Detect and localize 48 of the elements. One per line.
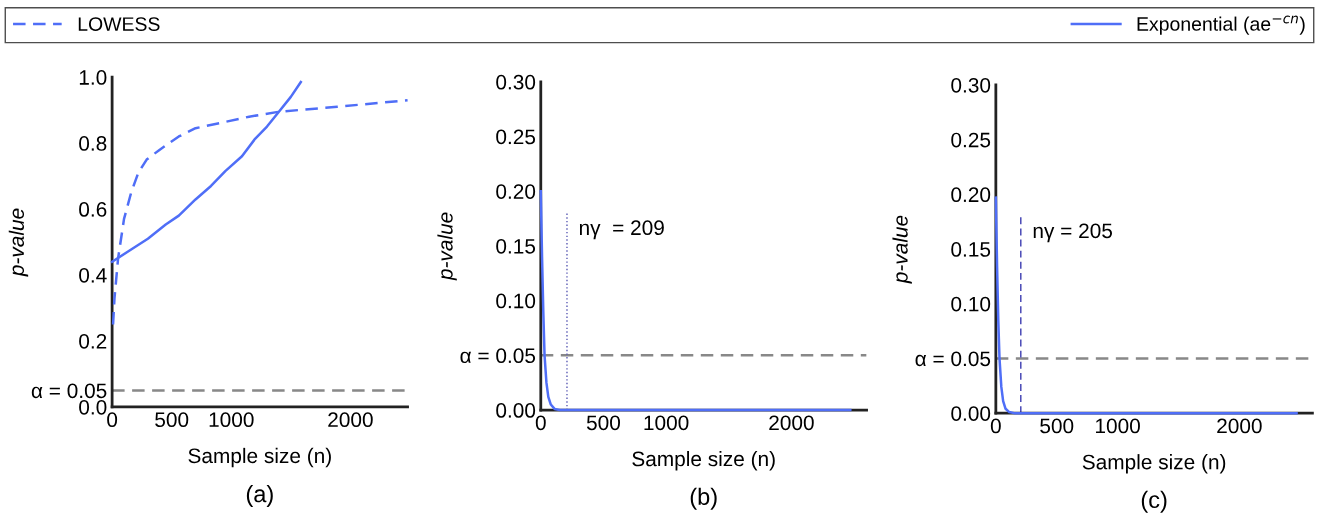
y-tick-label: 0.15 [951, 242, 991, 257]
y-tick-label: 0.30 [496, 74, 536, 90]
line-series [994, 196, 1298, 415]
x-tick-label: 1000 [1096, 418, 1140, 434]
legend-label: Exponential (ae$^{−cn}$) [1137, 15, 1305, 35]
x-axis-title: Sample size (n) [188, 447, 331, 468]
y-tick-label: 1.0 [79, 70, 107, 85]
x-tick-label: 0 [535, 415, 546, 431]
line-series [539, 189, 852, 412]
text: (a) [246, 484, 273, 507]
x-tick-label: 500 [155, 412, 189, 428]
x-axis-title: Sample size (n) [632, 450, 775, 471]
y-tick-label: 0.2 [79, 333, 107, 349]
y-tick-label: 0.8 [79, 136, 107, 151]
y-tick-label: α = 0.05 [31, 383, 107, 399]
y-axis-title: p-value [437, 212, 457, 281]
y-tick-label: 0.0 [79, 399, 107, 415]
y-tick-label: 0.20 [951, 187, 991, 203]
x-tick-label: 2000 [769, 415, 814, 431]
y-tick-label: 0.25 [496, 129, 536, 145]
x-tick-label: 1000 [209, 412, 254, 428]
text: (b) [690, 487, 717, 510]
y-tick-label: 0.4 [79, 267, 107, 283]
x-tick-label: 1000 [644, 415, 689, 431]
y-tick-label: 0.10 [951, 296, 991, 312]
y-tick-label: 0.10 [496, 293, 536, 309]
x-axis-title: Sample size (n) [1082, 454, 1226, 474]
y-tick-label: 0.6 [79, 202, 107, 217]
text: (c) [1141, 490, 1167, 513]
y-axis-title: p-value [8, 208, 29, 277]
y-tick-label: 0.25 [951, 132, 991, 148]
y-tick-label: 0.00 [496, 403, 536, 418]
x-tick-label: 0 [990, 418, 1001, 434]
y-axis-title: p-value [892, 215, 912, 284]
y-tick-label: α = 0.05 [915, 351, 991, 367]
x-tick-label: 0 [107, 412, 118, 428]
x-tick-label: 500 [586, 415, 621, 431]
y-tick-label: 0.15 [496, 238, 536, 254]
y-tick-label: α = 0.05 [460, 348, 536, 364]
y-tick-label: 0.20 [496, 184, 536, 199]
x-tick-label: 2000 [328, 412, 373, 428]
ref-line-label: nγ = 209 [579, 220, 664, 240]
x-tick-label: 500 [1040, 418, 1074, 434]
ref-line-label: nγ = 205 [1033, 223, 1113, 243]
y-tick-label: 0.00 [951, 406, 991, 421]
x-tick-label: 2000 [1217, 418, 1262, 434]
legend-label: LOWESS [78, 17, 160, 31]
y-tick-label: 0.30 [951, 77, 991, 93]
